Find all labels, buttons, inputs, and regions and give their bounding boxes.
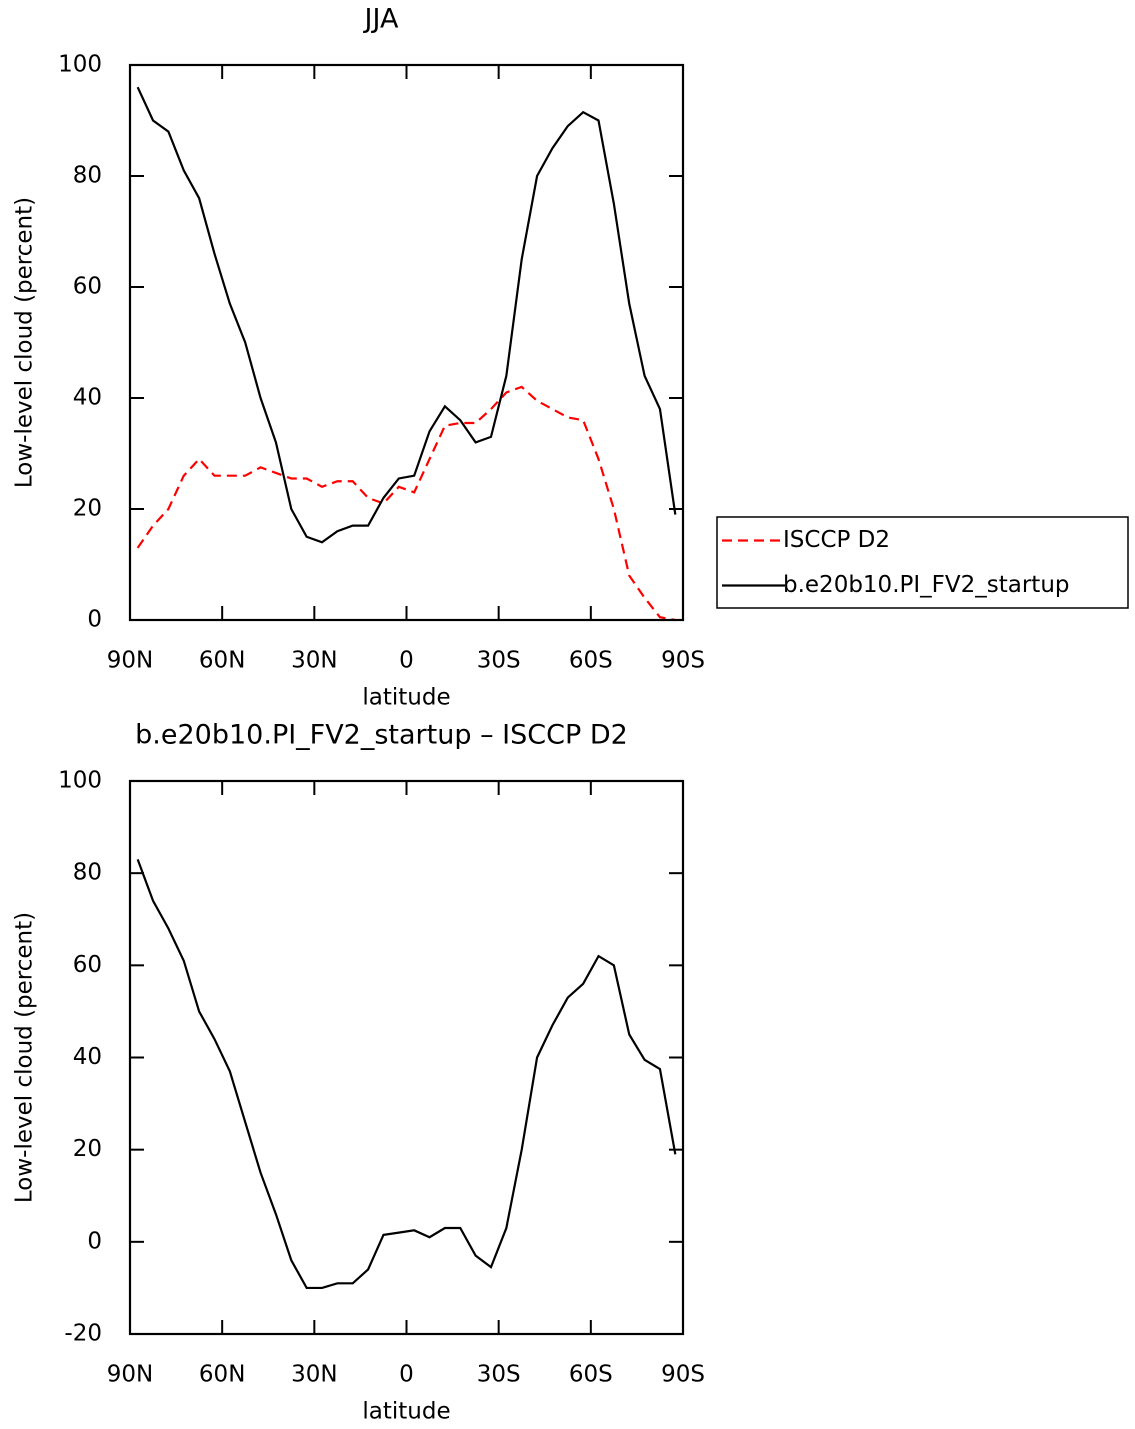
y-tick-label: 0 [87,607,102,633]
x-axis-label: latitude [362,1399,450,1425]
y-tick-label: 100 [58,768,102,794]
y-tick-label: 60 [73,274,102,300]
y-tick-label: 100 [58,52,102,78]
x-tick-label: 30N [291,1362,337,1388]
x-tick-label: 30S [477,1362,521,1388]
chart-title: JJA [363,4,399,35]
x-tick-label: 0 [399,648,414,674]
x-tick-label: 90S [661,648,705,674]
x-tick-label: 30N [291,648,337,674]
x-tick-label: 90N [107,648,153,674]
y-tick-label: 20 [73,1136,102,1162]
y-tick-label: 0 [87,1228,102,1254]
plot-frame [128,779,685,1336]
data-line [136,86,677,544]
x-tick-label: 60S [569,1362,613,1388]
data-line [136,385,676,622]
x-tick-label: 60N [199,648,245,674]
legend-box [716,516,1129,609]
data-line [136,858,677,1290]
y-axis-label: Low-level cloud (percent) [12,912,38,1203]
y-tick-label: 40 [73,1044,102,1070]
x-tick-label: 90S [661,1362,705,1388]
x-tick-label: 0 [399,1362,414,1388]
legend-label: b.e20b10.PI_FV2_startup [783,572,1070,598]
y-tick-label: -20 [64,1321,102,1347]
x-tick-label: 60N [199,1362,245,1388]
plot-frame [128,63,685,622]
y-tick-label: 20 [73,496,102,522]
y-axis-label: Low-level cloud (percent) [12,197,38,488]
x-tick-label: 90N [107,1362,153,1388]
chart-title: b.e20b10.PI_FV2_startup – ISCCP D2 [135,720,628,751]
x-axis-label: latitude [362,685,450,711]
y-tick-label: 80 [73,163,102,189]
x-tick-label: 60S [569,648,613,674]
y-tick-label: 80 [73,860,102,886]
legend-label: ISCCP D2 [783,527,890,553]
y-tick-label: 40 [73,385,102,411]
y-tick-label: 60 [73,952,102,978]
x-tick-label: 30S [477,648,521,674]
